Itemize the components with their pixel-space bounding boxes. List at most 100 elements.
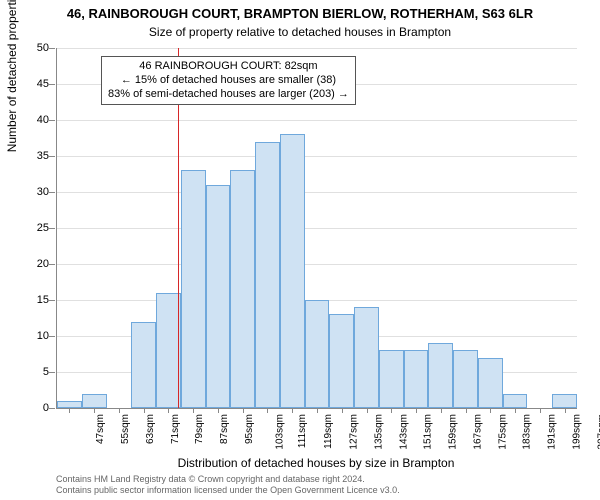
histogram-bar bbox=[354, 307, 379, 408]
histogram-bar bbox=[329, 314, 354, 408]
x-tick-label: 127sqm bbox=[349, 414, 360, 450]
x-tick-label: 55sqm bbox=[120, 414, 131, 444]
x-tick-label: 111sqm bbox=[298, 414, 309, 448]
footer-text: Contains HM Land Registry data © Crown c… bbox=[56, 474, 400, 496]
histogram-bar bbox=[230, 170, 255, 408]
histogram-bar bbox=[453, 350, 478, 408]
x-tick bbox=[243, 408, 244, 413]
y-tick-label: 15 bbox=[19, 294, 49, 306]
annotation-line-2: ← 15% of detached houses are smaller (38… bbox=[108, 74, 349, 88]
x-tick-label: 151sqm bbox=[423, 414, 434, 450]
x-axis-label: Distribution of detached houses by size … bbox=[56, 456, 576, 470]
histogram-bar bbox=[255, 142, 280, 408]
y-tick bbox=[49, 372, 55, 373]
x-tick bbox=[515, 408, 516, 413]
x-tick-label: 119sqm bbox=[323, 414, 334, 449]
plot: 0510152025303540455047sqm55sqm63sqm71sqm… bbox=[56, 48, 577, 409]
x-tick-label: 199sqm bbox=[571, 414, 582, 450]
x-tick bbox=[490, 408, 491, 413]
histogram-bar bbox=[552, 394, 577, 408]
histogram-bar bbox=[181, 170, 206, 408]
x-tick bbox=[367, 408, 368, 413]
x-tick bbox=[342, 408, 343, 413]
x-tick bbox=[119, 408, 120, 413]
y-tick bbox=[49, 408, 55, 409]
chart-container: 46, RAINBOROUGH COURT, BRAMPTON BIERLOW,… bbox=[0, 0, 600, 500]
x-tick bbox=[267, 408, 268, 413]
x-tick-label: 103sqm bbox=[274, 414, 285, 450]
x-tick bbox=[391, 408, 392, 413]
x-tick-label: 47sqm bbox=[95, 414, 106, 444]
x-tick bbox=[69, 408, 70, 413]
y-tick bbox=[49, 156, 55, 157]
x-tick-label: 207sqm bbox=[596, 414, 600, 450]
annotation-box: 46 RAINBOROUGH COURT: 82sqm← 15% of deta… bbox=[101, 56, 356, 105]
x-tick-label: 63sqm bbox=[145, 414, 156, 444]
y-tick-label: 35 bbox=[19, 150, 49, 162]
y-tick bbox=[49, 264, 55, 265]
histogram-bar bbox=[503, 394, 528, 408]
y-tick bbox=[49, 120, 55, 121]
y-axis-label: Number of detached properties bbox=[5, 0, 19, 152]
x-tick bbox=[218, 408, 219, 413]
gridline bbox=[57, 192, 577, 193]
x-tick bbox=[565, 408, 566, 413]
y-tick-label: 40 bbox=[19, 114, 49, 126]
y-tick-label: 30 bbox=[19, 186, 49, 198]
x-tick-label: 79sqm bbox=[194, 414, 205, 444]
y-tick bbox=[49, 336, 55, 337]
footer-line-2: Contains public sector information licen… bbox=[56, 485, 400, 496]
x-tick bbox=[168, 408, 169, 413]
x-tick-label: 183sqm bbox=[522, 414, 533, 450]
x-tick-label: 159sqm bbox=[448, 414, 459, 450]
x-tick bbox=[466, 408, 467, 413]
x-tick bbox=[94, 408, 95, 413]
chart-area: 0510152025303540455047sqm55sqm63sqm71sqm… bbox=[56, 48, 576, 408]
histogram-bar bbox=[379, 350, 404, 408]
x-tick-label: 175sqm bbox=[497, 414, 508, 450]
annotation-line-1: 46 RAINBOROUGH COURT: 82sqm bbox=[108, 60, 349, 74]
histogram-bar bbox=[428, 343, 453, 408]
page-title: 46, RAINBOROUGH COURT, BRAMPTON BIERLOW,… bbox=[0, 0, 600, 23]
histogram-bar bbox=[57, 401, 82, 408]
y-tick bbox=[49, 192, 55, 193]
y-tick-label: 20 bbox=[19, 258, 49, 270]
x-tick bbox=[193, 408, 194, 413]
y-tick-label: 5 bbox=[19, 366, 49, 378]
x-tick bbox=[441, 408, 442, 413]
y-tick bbox=[49, 48, 55, 49]
annotation-line-3: 83% of semi-detached houses are larger (… bbox=[108, 88, 349, 102]
histogram-bar bbox=[280, 134, 305, 408]
x-tick-label: 167sqm bbox=[472, 414, 483, 450]
y-tick-label: 50 bbox=[19, 42, 49, 54]
x-tick bbox=[144, 408, 145, 413]
histogram-bar bbox=[206, 185, 231, 408]
histogram-bar bbox=[82, 394, 107, 408]
gridline bbox=[57, 228, 577, 229]
x-tick-label: 135sqm bbox=[373, 414, 384, 450]
footer-line-1: Contains HM Land Registry data © Crown c… bbox=[56, 474, 400, 485]
y-tick bbox=[49, 300, 55, 301]
gridline bbox=[57, 48, 577, 49]
x-tick bbox=[292, 408, 293, 413]
histogram-bar bbox=[131, 322, 156, 408]
x-tick bbox=[540, 408, 541, 413]
y-tick bbox=[49, 84, 55, 85]
x-tick-label: 87sqm bbox=[219, 414, 230, 444]
page-subtitle: Size of property relative to detached ho… bbox=[0, 23, 600, 39]
gridline bbox=[57, 264, 577, 265]
x-tick-label: 71sqm bbox=[170, 414, 181, 444]
x-tick-label: 191sqm bbox=[547, 414, 558, 450]
x-tick bbox=[317, 408, 318, 413]
histogram-bar bbox=[404, 350, 429, 408]
y-tick bbox=[49, 228, 55, 229]
gridline bbox=[57, 156, 577, 157]
gridline bbox=[57, 120, 577, 121]
y-tick-label: 0 bbox=[19, 402, 49, 414]
x-tick-label: 143sqm bbox=[398, 414, 409, 450]
histogram-bar bbox=[305, 300, 330, 408]
y-tick-label: 25 bbox=[19, 222, 49, 234]
x-tick-label: 95sqm bbox=[244, 414, 255, 444]
histogram-bar bbox=[478, 358, 503, 408]
y-tick-label: 10 bbox=[19, 330, 49, 342]
